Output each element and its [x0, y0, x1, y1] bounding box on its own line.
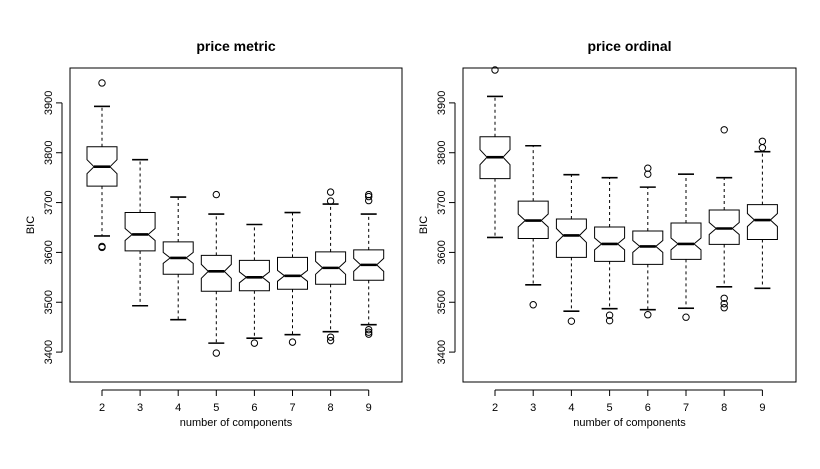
x-tick-label: 4	[175, 402, 181, 414]
outlier-point	[365, 192, 373, 201]
y-axis-label: BIC	[25, 216, 37, 234]
y-tick-label: 3400	[43, 340, 55, 364]
y-tick-label: 3700	[43, 190, 55, 214]
outlier-point	[326, 188, 335, 196]
outlier-point	[250, 339, 259, 347]
x-tick-label: 5	[607, 402, 613, 414]
box-group-5	[200, 190, 232, 357]
notched-box	[555, 218, 587, 258]
outlier-point	[529, 301, 537, 309]
y-tick-label: 3700	[436, 190, 448, 214]
x-tick-label: 6	[645, 402, 651, 414]
box-group-7	[277, 211, 308, 346]
outlier-point	[605, 316, 614, 325]
box-group-8	[315, 188, 347, 345]
y-tick-label: 3400	[436, 340, 448, 364]
y-tick-label: 3600	[43, 240, 55, 264]
box-group-3	[124, 158, 156, 307]
x-tick-label: 5	[213, 402, 219, 414]
box-group-3	[517, 144, 549, 309]
box-group-4	[162, 196, 194, 321]
panel-price-metric: price metric 3400 3500 3600 3700 3800 3900 BIC 2…	[25, 38, 403, 429]
outlier-point	[644, 311, 652, 319]
outlier-point	[98, 79, 106, 87]
box-group-2	[479, 66, 511, 239]
outlier-point	[644, 164, 652, 172]
plot-frame	[462, 67, 797, 383]
box-group-8	[708, 126, 740, 312]
x-tick-label: 6	[251, 402, 257, 414]
x-tick-label: 9	[759, 402, 765, 414]
box-group-4	[555, 173, 587, 325]
outlier-point	[288, 338, 297, 346]
x-tick-label: 9	[366, 402, 372, 414]
outlier-point	[720, 126, 728, 134]
outlier-point	[365, 330, 373, 338]
x-tick-label: 4	[568, 402, 574, 414]
outlier-point	[365, 196, 373, 205]
x-tick-label: 3	[137, 402, 143, 414]
x-tick-label: 7	[683, 402, 689, 414]
x-tick-label: 2	[492, 402, 498, 414]
outlier-point	[720, 294, 728, 302]
notched-box	[277, 256, 308, 290]
outlier-point	[758, 144, 767, 152]
outlier-point	[720, 300, 728, 308]
outlier-point	[365, 328, 373, 336]
outlier-point	[326, 333, 335, 341]
outlier-point	[98, 243, 106, 252]
outlier-point	[682, 313, 690, 321]
chart-title: price ordinal	[587, 38, 671, 54]
box-group-5	[594, 176, 626, 325]
outlier-point	[491, 66, 499, 74]
box-group-6	[632, 164, 664, 319]
notched-box	[670, 222, 702, 260]
box-group-9	[353, 190, 385, 338]
outlier-point	[212, 349, 221, 357]
outlier-point	[567, 317, 576, 325]
y-axis-label: BIC	[418, 216, 430, 234]
notched-box	[124, 212, 156, 252]
y-tick-label: 3600	[436, 240, 448, 264]
chart-title: price metric	[196, 38, 276, 54]
y-tick-label: 3500	[436, 290, 448, 314]
outlier-point	[326, 197, 335, 205]
y-tick-label: 3900	[436, 91, 448, 115]
outlier-point	[720, 304, 728, 312]
y-tick-label: 3800	[436, 140, 448, 164]
outlier-point	[605, 311, 614, 319]
plot-frame	[69, 67, 403, 383]
x-tick-label: 8	[721, 402, 727, 414]
outlier-point	[644, 170, 652, 178]
box-group-7	[670, 173, 702, 321]
box-group-2	[86, 79, 118, 252]
panel-price-ordinal: price ordinal 3400 3500 3600 3700 3800 3900 BIC…	[418, 38, 797, 429]
box-group-6	[238, 223, 270, 347]
notched-box	[746, 204, 778, 240]
notched-box	[200, 254, 232, 292]
outlier-point	[212, 190, 221, 199]
outlier-point	[326, 336, 335, 345]
y-tick-label: 3900	[43, 91, 55, 115]
outlier-point	[365, 325, 373, 334]
outlier-point	[758, 137, 767, 145]
x-tick-label: 7	[289, 402, 295, 414]
y-tick-label: 3800	[43, 140, 55, 164]
x-tick-label: 8	[328, 402, 334, 414]
box-group-9	[746, 137, 778, 290]
y-tick-label: 3500	[43, 290, 55, 314]
x-axis-label: number of components	[573, 417, 686, 429]
x-axis-label: number of components	[180, 417, 293, 429]
x-tick-label: 2	[99, 402, 105, 414]
notched-box	[238, 259, 270, 292]
x-tick-label: 3	[530, 402, 536, 414]
